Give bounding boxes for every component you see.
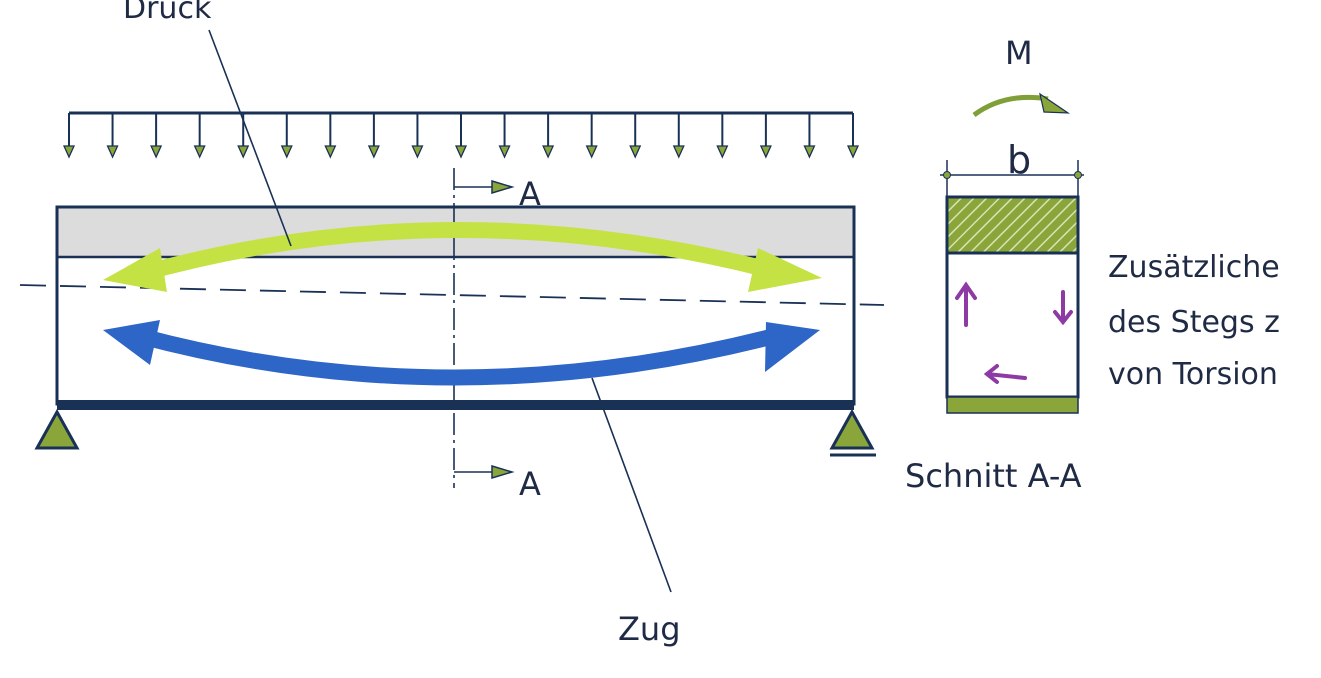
load-arrow (585, 113, 598, 159)
load-arrow (716, 113, 729, 159)
compression-leader-line (208, 29, 292, 247)
section-caption: Schnitt A-A (905, 457, 1082, 495)
load-arrow (367, 113, 380, 159)
tension-force-arrow (103, 320, 820, 386)
load-arrow (280, 113, 293, 159)
cross-section (940, 160, 1084, 414)
section-arrow-bottom (491, 464, 515, 480)
torsion-shear-marks (955, 281, 1073, 384)
load-arrow (106, 113, 119, 159)
note-line-2: des Stegs z (1108, 305, 1280, 340)
load-arrow (803, 113, 816, 159)
load-arrow (411, 113, 424, 159)
load-arrow (672, 113, 685, 159)
torsion-arrow-bottom (983, 364, 1027, 384)
load-arrow (629, 113, 642, 159)
load-arrow (498, 113, 511, 159)
section-arrow-top (491, 179, 515, 195)
section-label-bottom: A (519, 465, 541, 503)
note-line-1: Zusätzliche (1108, 250, 1280, 285)
load-arrow (62, 113, 76, 159)
bottom-flange (57, 400, 854, 410)
load-arrow (150, 113, 163, 159)
distributed-load (62, 111, 860, 159)
moment-label: M (1005, 34, 1033, 72)
section-line (453, 168, 515, 488)
torsion-arrow-right (1053, 290, 1073, 326)
load-arrow (193, 113, 206, 159)
load-arrow (542, 113, 555, 159)
load-arrow (846, 113, 860, 159)
cross-section-compression-zone (947, 197, 1078, 253)
load-arrow (454, 113, 468, 159)
load-arrow (759, 113, 772, 159)
width-label: b (1007, 138, 1031, 182)
compression-force-arrow (103, 222, 822, 292)
section-label-top: A (519, 175, 541, 213)
tension-label: Zug (618, 610, 681, 648)
support-right (829, 408, 876, 457)
load-arrow (324, 113, 337, 159)
note-line-3: von Torsion (1108, 357, 1278, 392)
moment-arrow (972, 92, 1071, 118)
compression-label: Druck (123, 0, 212, 26)
support-left (34, 408, 80, 450)
torsion-arrow-left (955, 281, 977, 327)
tension-leader-line (591, 377, 672, 593)
cross-section-bottom-flange (946, 396, 1079, 414)
